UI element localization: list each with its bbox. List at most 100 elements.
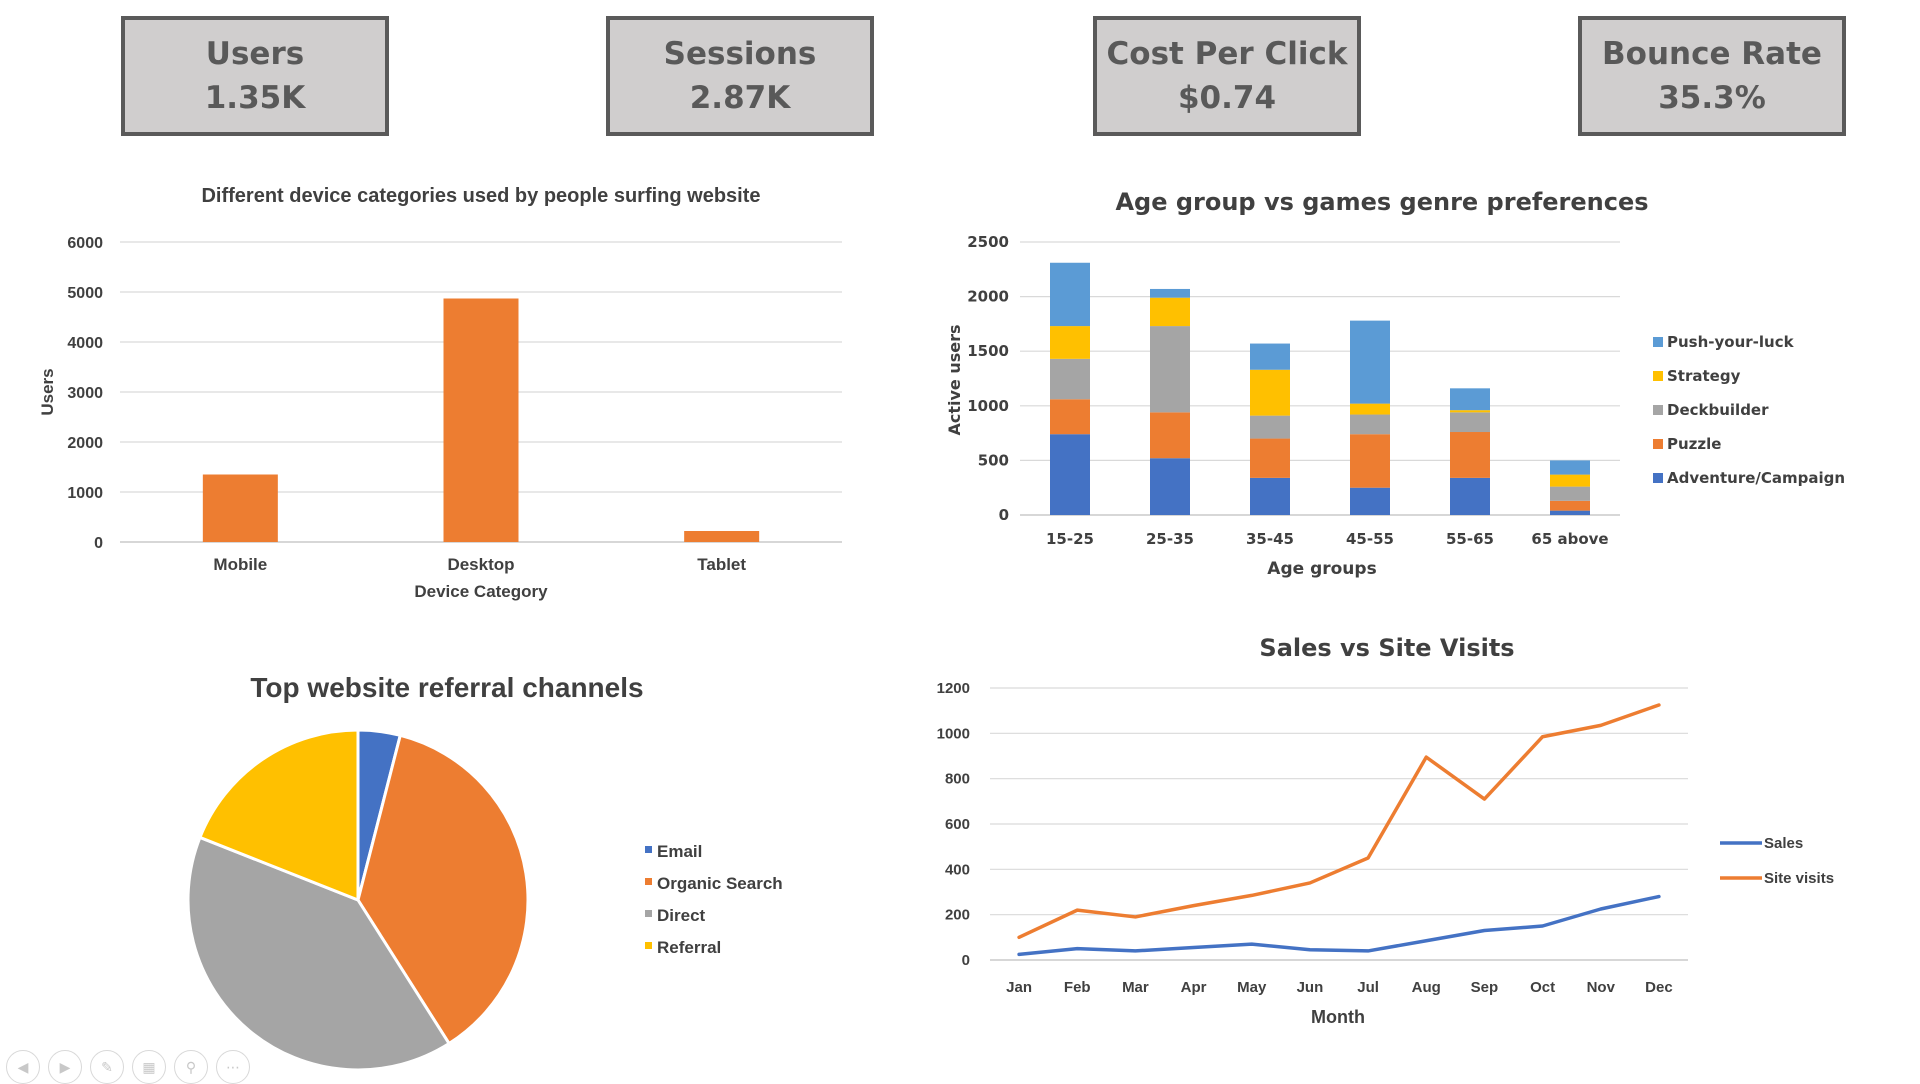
y-axis-title: Users xyxy=(38,368,57,415)
stacked-bar-segment xyxy=(1550,474,1590,487)
y-tick-label: 5000 xyxy=(67,285,103,302)
presentation-controls: ◀ ▶ ✎ ▦ ⚲ ⋯ xyxy=(6,1050,250,1084)
legend-label: Push-your-luck xyxy=(1667,333,1795,351)
x-tick-label: Jan xyxy=(1006,979,1032,996)
y-tick-label: 200 xyxy=(945,907,970,924)
stacked-bar-segment xyxy=(1550,460,1590,475)
pen-tool-button[interactable]: ✎ xyxy=(90,1050,124,1084)
legend-label: Email xyxy=(657,842,702,861)
legend-swatch xyxy=(645,910,652,917)
legend-swatch xyxy=(1653,337,1663,347)
y-tick-label: 2500 xyxy=(967,233,1009,251)
y-tick-label: 1500 xyxy=(967,342,1009,360)
y-tick-label: 1000 xyxy=(67,485,103,502)
pie-slice xyxy=(197,728,360,903)
x-tick-label: 45-55 xyxy=(1346,530,1394,548)
chart-title: Top website referral channels xyxy=(250,672,643,703)
stacked-bar-segment xyxy=(1550,500,1590,511)
x-axis-title: Month xyxy=(1311,1007,1365,1027)
more-icon: ⋯ xyxy=(226,1058,240,1075)
x-tick-label: 65 above xyxy=(1531,530,1608,548)
y-tick-label: 4000 xyxy=(67,335,103,352)
pen-icon: ✎ xyxy=(101,1058,113,1075)
y-tick-label: 3000 xyxy=(67,385,103,402)
stacked-bar-segment xyxy=(1250,343,1290,370)
stacked-bar-segment xyxy=(1050,434,1090,515)
legend-label: Deckbuilder xyxy=(1667,401,1769,419)
more-options-button[interactable]: ⋯ xyxy=(216,1050,250,1084)
stacked-bar-segment xyxy=(1450,388,1490,411)
kpi-label: Bounce Rate xyxy=(1602,36,1822,72)
x-tick-label: Tablet xyxy=(697,555,746,574)
legend-swatch xyxy=(1653,473,1663,483)
kpi-card-bounce-rate: Bounce Rate 35.3% xyxy=(1578,16,1846,136)
x-tick-label: Sep xyxy=(1471,979,1499,996)
x-tick-label: Oct xyxy=(1530,979,1555,996)
kpi-value: 2.87K xyxy=(689,80,791,116)
legend-swatch xyxy=(1653,405,1663,415)
stacked-bar-segment xyxy=(1150,412,1190,459)
stacked-bar-segment xyxy=(1450,410,1490,413)
chart-title: Age group vs games genre preferences xyxy=(1115,188,1648,216)
chart-title: Sales vs Site Visits xyxy=(1259,634,1514,662)
legend-swatch xyxy=(1653,439,1663,449)
x-tick-label: Desktop xyxy=(447,555,514,574)
x-tick-label: Jun xyxy=(1297,979,1324,996)
x-tick-label: 25-35 xyxy=(1146,530,1194,548)
x-tick-label: Jul xyxy=(1357,979,1379,996)
grid-icon: ▦ xyxy=(142,1058,156,1075)
y-tick-label: 800 xyxy=(945,771,970,788)
y-tick-label: 400 xyxy=(945,861,970,878)
kpi-value: 1.35K xyxy=(204,80,306,116)
y-tick-label: 2000 xyxy=(967,288,1009,306)
stacked-bar-segment xyxy=(1450,432,1490,478)
y-tick-label: 6000 xyxy=(67,235,103,252)
x-axis-title: Device Category xyxy=(414,582,548,601)
slide-overview-button[interactable]: ▦ xyxy=(132,1050,166,1084)
kpi-value: 35.3% xyxy=(1658,80,1766,116)
kpi-value: $0.74 xyxy=(1177,80,1277,116)
legend-label: Sales xyxy=(1764,835,1803,852)
kpi-label: Users xyxy=(205,36,305,72)
y-tick-label: 500 xyxy=(978,451,1009,469)
stacked-bar-segment xyxy=(1250,438,1290,478)
next-slide-button[interactable]: ▶ xyxy=(48,1050,82,1084)
stacked-bar-segment xyxy=(1150,326,1190,413)
kpi-label: Cost Per Click xyxy=(1106,36,1348,72)
x-tick-label: Dec xyxy=(1645,979,1673,996)
arrow-right-icon: ▶ xyxy=(59,1058,71,1075)
stacked-bar-segment xyxy=(1050,262,1090,327)
legend-swatch xyxy=(645,846,652,853)
stacked-bar-segment xyxy=(1050,358,1090,400)
kpi-label: Sessions xyxy=(663,36,817,72)
kpi-card-cost-per-click: Cost Per Click $0.74 xyxy=(1093,16,1361,136)
y-tick-label: 2000 xyxy=(67,435,103,452)
x-axis-title: Age groups xyxy=(1267,559,1376,579)
stacked-bar-segment xyxy=(1450,477,1490,515)
stacked-bar-segment xyxy=(1550,510,1590,515)
bar xyxy=(443,298,519,542)
legend-label: Referral xyxy=(657,938,721,957)
legend-label: Strategy xyxy=(1667,367,1741,385)
y-tick-label: 1200 xyxy=(937,680,970,697)
stacked-bar-segment xyxy=(1350,414,1390,435)
stacked-bar-segment xyxy=(1450,412,1490,433)
magnifier-icon: ⚲ xyxy=(185,1058,197,1075)
bar xyxy=(202,474,278,542)
y-tick-label: 600 xyxy=(945,816,970,833)
legend-swatch xyxy=(1653,371,1663,381)
chart-title: Different device categories used by peop… xyxy=(201,185,760,207)
stacked-bar-segment xyxy=(1550,486,1590,501)
zoom-button[interactable]: ⚲ xyxy=(174,1050,208,1084)
x-tick-label: 55-65 xyxy=(1446,530,1494,548)
stacked-bar-segment xyxy=(1050,326,1090,359)
y-axis-title: Active users xyxy=(945,324,964,435)
y-tick-label: 0 xyxy=(962,952,970,969)
legend-label: Puzzle xyxy=(1667,435,1721,453)
stacked-bar-segment xyxy=(1250,369,1290,416)
previous-slide-button[interactable]: ◀ xyxy=(6,1050,40,1084)
stacked-bar-segment xyxy=(1050,399,1090,435)
kpi-card-users: Users 1.35K xyxy=(121,16,389,136)
stacked-bar-segment xyxy=(1150,458,1190,515)
bar xyxy=(684,531,760,542)
